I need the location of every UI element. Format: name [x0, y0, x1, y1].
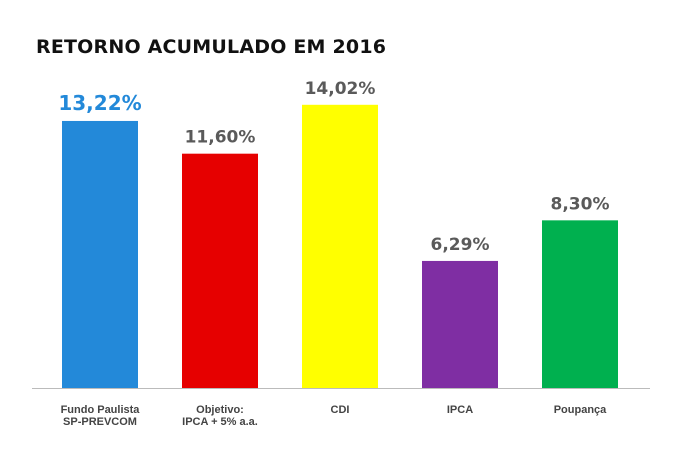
category-label-2-line-1: Objetivo: — [196, 404, 244, 416]
value-label-3: 14,02% — [305, 79, 376, 99]
value-label-1: 13,22% — [58, 91, 141, 115]
category-label-1-line-1: Fundo Paulista — [61, 404, 141, 416]
category-label-5-line-1: Poupança — [554, 404, 607, 416]
category-label-4-line-1: IPCA — [447, 404, 473, 416]
bar-5 — [542, 220, 618, 388]
category-label-3-line-1: CDI — [331, 404, 350, 416]
category-label-2-line-2: IPCA + 5% a.a. — [182, 416, 258, 428]
value-label-5: 8,30% — [551, 194, 610, 214]
category-label-1-line-2: SP-PREVCOM — [63, 416, 137, 428]
value-label-2: 11,60% — [185, 128, 256, 148]
bar-1 — [62, 120, 138, 389]
bar-2 — [182, 153, 258, 388]
bar-3 — [302, 104, 378, 389]
chart-title: RETORNO ACUMULADO EM 2016 — [36, 36, 387, 58]
bar-4 — [422, 260, 498, 388]
value-label-4: 6,29% — [431, 235, 490, 255]
